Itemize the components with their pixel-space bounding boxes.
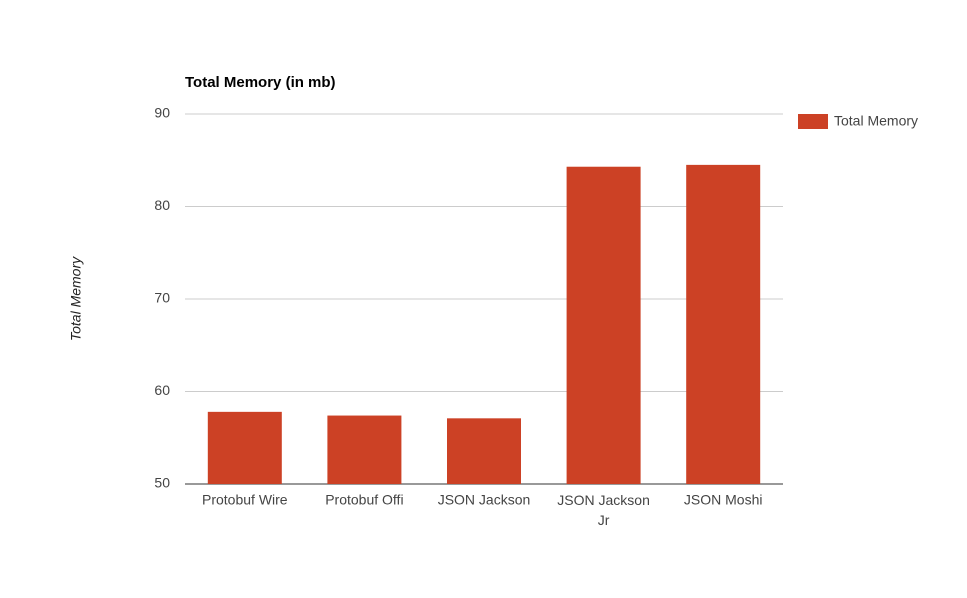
- bar: [207, 411, 282, 484]
- y-tick-label: 80: [154, 197, 170, 213]
- bar: [566, 166, 641, 484]
- x-tick-label: JSON Jackson Jr: [557, 492, 650, 528]
- chart-title: Total Memory (in mb): [185, 74, 336, 91]
- y-tick-label: 50: [154, 475, 170, 491]
- x-tick-label: Protobuf Wire: [202, 492, 288, 508]
- legend-swatch: [798, 114, 828, 129]
- x-tick-label: JSON Jackson: [438, 492, 531, 508]
- y-tick-label: 60: [154, 382, 170, 398]
- y-tick-label: 70: [154, 290, 170, 306]
- x-tick-label: Protobuf Offi: [325, 492, 403, 508]
- legend-label: Total Memory: [834, 113, 918, 129]
- bar: [327, 415, 402, 484]
- bar: [447, 418, 521, 484]
- y-tick-label: 90: [154, 105, 170, 121]
- x-tick-label: JSON Moshi: [684, 492, 763, 508]
- y-axis-title: Total Memory: [68, 256, 84, 341]
- bar: [686, 164, 761, 484]
